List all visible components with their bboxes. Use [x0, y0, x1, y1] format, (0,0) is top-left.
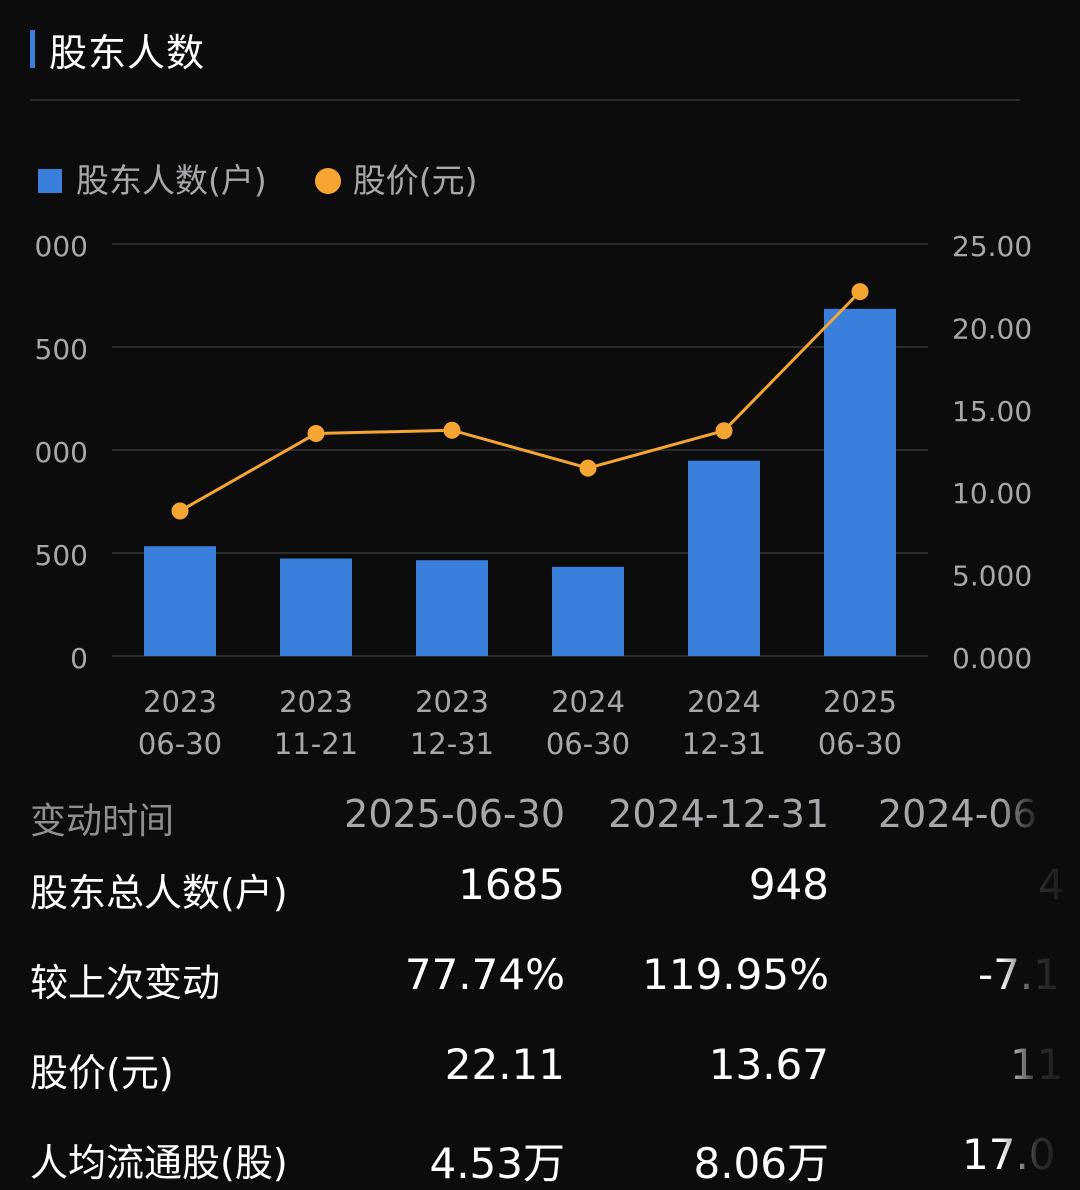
table-column-date[interactable]: 2024-12-31: [608, 792, 829, 836]
bar: [416, 560, 488, 656]
legend-bar-swatch: [38, 169, 62, 193]
x-axis-tick-date: 12-31: [410, 727, 494, 761]
table-column-date[interactable]: 2025-06-30: [344, 792, 565, 836]
section-accent-bar: [30, 30, 35, 68]
left-axis-tick-label: 000: [35, 230, 88, 263]
bar: [552, 566, 624, 656]
x-axis-tick-year: 2025: [823, 685, 897, 719]
right-axis-tick-label: 5.000: [952, 560, 1032, 593]
table-row-label: 股东总人数(户): [30, 871, 288, 915]
shareholder-combo-chart: 0 500 000 500 000 0.000 5.000 10.00 15.00 20.00 25…: [35, 230, 1033, 761]
table-scroll-fade: [1000, 780, 1080, 1190]
header-divider: [30, 99, 1020, 101]
section-title: 股东人数: [49, 30, 206, 75]
right-axis-tick-label: 20.00: [952, 312, 1032, 345]
x-axis-tick-year: 2024: [551, 685, 625, 719]
left-axis-tick-label: 000: [35, 436, 88, 469]
table-row-label: 较上次变动: [30, 961, 221, 1005]
table-cell: 8.06万: [693, 1139, 829, 1188]
price-line: [179, 290, 862, 513]
x-axis-tick-date: 06-30: [138, 727, 222, 761]
price-point: [715, 422, 733, 440]
x-axis-tick-year: 2024: [687, 685, 761, 719]
table-cell: 22.11: [444, 1040, 565, 1089]
section-header: 股东人数: [30, 24, 206, 75]
x-axis-tick-date: 06-30: [546, 727, 630, 761]
table-cell: 948: [748, 860, 829, 909]
price-point: [171, 502, 189, 520]
right-axis-tick-label: 25.00: [952, 230, 1032, 263]
table-cell: 4.53万: [429, 1139, 565, 1188]
right-axis-tick-label: 0.000: [952, 642, 1032, 675]
x-axis-tick-date: 11-21: [274, 727, 358, 761]
legend-item-shareholders[interactable]: 股东人数(户): [38, 154, 267, 202]
table-cell: 1685: [458, 860, 565, 909]
legend-label-shareholders: 股东人数(户): [76, 161, 267, 200]
x-axis-tick-year: 2023: [143, 685, 217, 719]
table-row-label: 股价(元): [30, 1051, 174, 1095]
price-point: [851, 283, 869, 301]
chart-legend: 股东人数(户) 股价(元): [38, 152, 526, 204]
table-cell: 119.95%: [642, 950, 829, 999]
table-header-label: 变动时间: [30, 801, 175, 842]
right-axis-tick-label: 15.00: [952, 395, 1032, 428]
bar: [688, 460, 760, 656]
bar: [280, 558, 352, 656]
left-axis-tick-label: 0: [70, 642, 88, 675]
legend-dot-swatch: [314, 168, 341, 194]
price-point: [579, 459, 597, 477]
right-axis-tick-label: 10.00: [952, 477, 1032, 510]
table-row-label: 人均流通股(股): [30, 1141, 288, 1185]
price-point: [443, 421, 461, 439]
legend-label-price: 股价(元): [352, 161, 478, 200]
x-axis-tick-date: 12-31: [682, 727, 766, 761]
x-axis-tick-year: 2023: [279, 685, 353, 719]
table-cell: 77.74%: [404, 950, 565, 999]
left-axis-tick-label: 500: [35, 539, 88, 572]
x-axis-tick-year: 2023: [415, 685, 489, 719]
table-cell: 13.67: [708, 1040, 829, 1089]
x-axis-tick-date: 06-30: [818, 727, 902, 761]
left-axis-tick-label: 500: [35, 333, 88, 366]
legend-item-price[interactable]: 股价(元): [314, 154, 478, 202]
bar: [824, 308, 896, 656]
price-point: [307, 425, 325, 443]
bar: [144, 546, 216, 656]
